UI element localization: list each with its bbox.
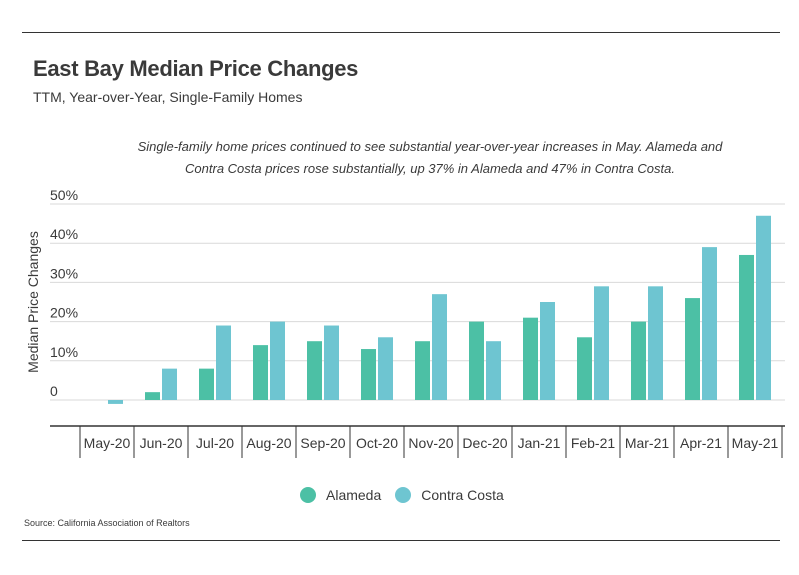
chart-annotation: Single-family home prices continued to s… bbox=[110, 136, 750, 180]
bar-alameda bbox=[523, 317, 538, 400]
y-tick-label: 50% bbox=[50, 187, 78, 203]
bar-contra-costa bbox=[594, 286, 609, 400]
legend-item-contra-costa: Contra Costa bbox=[395, 487, 504, 503]
x-tick-label: Jan-21 bbox=[518, 435, 561, 451]
x-tick-label: Nov-20 bbox=[408, 435, 453, 451]
top-rule bbox=[22, 32, 780, 33]
chart-title: East Bay Median Price Changes bbox=[33, 56, 359, 81]
bar-alameda bbox=[577, 337, 592, 400]
x-tick-label: Aug-20 bbox=[246, 435, 291, 451]
annotation-line-1: Single-family home prices continued to s… bbox=[137, 139, 723, 154]
legend-swatch-contra-costa bbox=[395, 487, 412, 503]
bar-contra-costa bbox=[540, 302, 555, 400]
bar-contra-costa bbox=[216, 325, 231, 400]
bar-alameda bbox=[739, 254, 754, 400]
annotation-line-2: Contra Costa prices rose substantially, … bbox=[185, 161, 675, 176]
bar-alameda bbox=[145, 392, 160, 400]
legend-swatch-alameda bbox=[300, 487, 316, 503]
bar-contra-costa bbox=[432, 294, 447, 400]
bar-alameda bbox=[415, 341, 430, 400]
bar-alameda bbox=[253, 345, 268, 400]
bar-contra-costa bbox=[756, 215, 771, 400]
bar-contra-costa bbox=[648, 286, 663, 400]
bar-alameda bbox=[631, 321, 646, 400]
x-tick-label: Jun-20 bbox=[140, 435, 183, 451]
bar-alameda bbox=[307, 341, 322, 400]
bar-alameda bbox=[685, 298, 700, 400]
bar-contra-costa bbox=[702, 247, 717, 400]
y-tick-label: 30% bbox=[50, 265, 78, 281]
y-axis-label: Median Price Changes bbox=[25, 231, 41, 373]
y-tick-label: 40% bbox=[50, 226, 78, 242]
x-tick-label: Feb-21 bbox=[571, 435, 616, 451]
bar-alameda bbox=[361, 349, 376, 400]
chart-subtitle: TTM, Year-over-Year, Single-Family Homes bbox=[33, 89, 303, 105]
source-note: Source: California Association of Realto… bbox=[24, 518, 190, 528]
legend-label-contra-costa: Contra Costa bbox=[421, 487, 504, 503]
x-tick-label: Sep-20 bbox=[300, 435, 345, 451]
x-tick-label: May-21 bbox=[732, 435, 779, 451]
y-tick-label: 0 bbox=[50, 383, 58, 399]
y-tick-label: 10% bbox=[50, 344, 78, 360]
x-tick-label: Apr-21 bbox=[680, 435, 722, 451]
x-tick-label: Dec-20 bbox=[462, 435, 507, 451]
bottom-rule bbox=[22, 540, 780, 541]
bar-alameda bbox=[469, 321, 484, 400]
bar-contra-costa bbox=[108, 400, 123, 404]
legend-item-alameda: Alameda bbox=[300, 487, 381, 503]
legend: Alameda Contra Costa bbox=[300, 485, 518, 505]
bar-contra-costa bbox=[270, 321, 285, 400]
bar-contra-costa bbox=[378, 337, 393, 400]
x-tick-label: Mar-21 bbox=[625, 435, 670, 451]
x-tick-label: Oct-20 bbox=[356, 435, 398, 451]
bar-contra-costa bbox=[486, 341, 501, 400]
x-tick-label: May-20 bbox=[84, 435, 131, 451]
x-tick-label: Jul-20 bbox=[196, 435, 234, 451]
bar-contra-costa bbox=[324, 325, 339, 400]
y-tick-label: 20% bbox=[50, 305, 78, 321]
bar-alameda bbox=[199, 368, 214, 400]
legend-label-alameda: Alameda bbox=[326, 487, 382, 503]
bar-contra-costa bbox=[162, 368, 177, 400]
